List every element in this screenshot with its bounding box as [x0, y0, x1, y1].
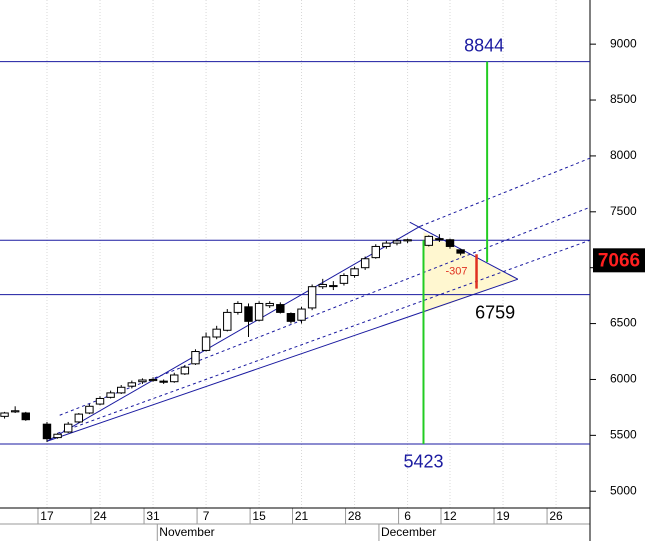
candle-body: [360, 258, 370, 269]
x-tick-label: 24: [93, 509, 107, 523]
month-label: December: [381, 525, 436, 539]
candle-body: [265, 302, 274, 307]
candle-body: [74, 413, 84, 423]
candle-body: [445, 239, 455, 247]
y-tick-label: 6000: [610, 372, 637, 386]
candle-body: [329, 285, 338, 288]
y-tick-label: 6500: [610, 316, 637, 330]
candle-body: [233, 302, 243, 313]
candle-body: [307, 286, 317, 309]
candle-body: [371, 245, 380, 259]
x-tick-label: 31: [146, 509, 160, 523]
candle-body: [10, 410, 20, 413]
x-tick-label: 26: [549, 509, 563, 523]
candle-body: [180, 366, 190, 375]
level-label: 5423: [403, 452, 443, 472]
candle-body: [392, 240, 402, 244]
x-tick-label: 17: [40, 509, 54, 523]
candle-body: [350, 268, 359, 277]
candle-body: [106, 392, 115, 398]
candle-body: [318, 283, 327, 288]
candle-body: [0, 412, 9, 417]
difference-label: -307: [445, 265, 467, 277]
candle-body: [95, 397, 105, 405]
candle-body: [223, 311, 232, 331]
level-label: 6759: [475, 302, 515, 322]
candle-body: [170, 374, 179, 383]
candle-body: [191, 351, 200, 365]
candle-body: [85, 405, 94, 414]
channel-line: [59, 206, 591, 416]
trend-line: [46, 278, 519, 442]
candle-body: [159, 380, 168, 383]
candle-body: [201, 336, 211, 351]
candle-body: [403, 239, 412, 242]
y-tick-label: 8500: [610, 92, 637, 106]
candle-body: [276, 304, 285, 313]
candle-body: [424, 235, 434, 246]
candle-body: [21, 412, 30, 421]
candle-body: [382, 242, 391, 247]
y-tick-label: 5500: [610, 428, 637, 442]
x-tick-label: 15: [252, 509, 266, 523]
y-tick-label: 7500: [610, 204, 637, 218]
zone: [423, 231, 518, 313]
x-tick-label: 21: [295, 509, 309, 523]
channel-line: [420, 157, 591, 227]
x-tick-label: 7: [203, 509, 210, 523]
x-tick-label: 6: [404, 509, 411, 523]
candle-body: [127, 382, 137, 387]
x-tick-label: 28: [348, 509, 362, 523]
y-tick-label: 9000: [610, 36, 637, 50]
candle-body: [297, 308, 306, 321]
x-tick-label: 12: [443, 509, 457, 523]
last-price-box: [593, 248, 645, 273]
trend-line: [46, 225, 421, 442]
channel-line: [57, 239, 591, 434]
candle-body: [339, 275, 349, 284]
last-price-label: 7066: [598, 250, 640, 271]
y-tick-label: 5000: [610, 483, 637, 497]
candle-body: [42, 423, 52, 440]
candle-body: [117, 386, 126, 394]
candle-body: [435, 238, 444, 241]
candle-body: [212, 328, 221, 338]
candle-body: [148, 378, 158, 382]
candle-body: [244, 306, 253, 322]
x-tick-label: 19: [496, 509, 510, 523]
candle-body: [286, 313, 296, 322]
y-tick-label: 8000: [610, 148, 637, 162]
candle-body: [254, 302, 264, 321]
month-label: November: [159, 525, 214, 539]
level-label: 8844: [464, 35, 504, 55]
candle-body: [53, 433, 62, 439]
candle-body: [456, 249, 465, 254]
candle-body: [63, 423, 73, 433]
candle-body: [138, 379, 147, 383]
